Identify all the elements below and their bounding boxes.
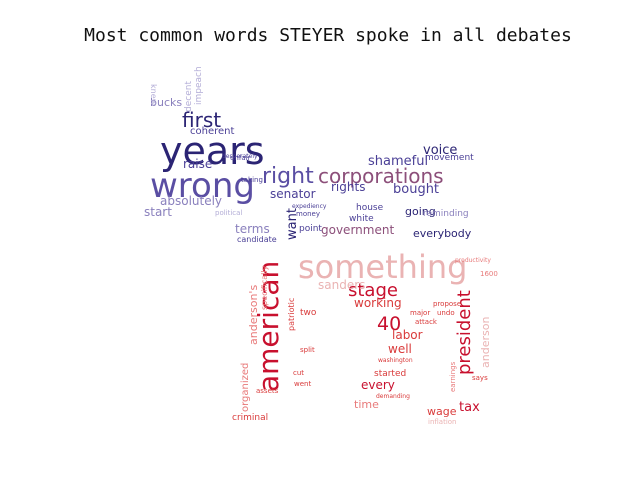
word-sanders: sanders	[318, 278, 365, 292]
word-wrong: wrong	[150, 166, 255, 206]
word-corporations: corporations	[318, 164, 444, 188]
word-political: political	[215, 209, 242, 217]
word-american: american	[252, 261, 285, 392]
word-major: major	[410, 309, 430, 317]
word-labor: labor	[392, 328, 423, 342]
word-stage: stage	[348, 280, 398, 301]
word-first: first	[182, 108, 221, 132]
word-raise: raise	[183, 157, 212, 171]
word-money: money	[296, 210, 320, 218]
word-years: years	[160, 129, 265, 173]
word-unfair: unfair	[230, 154, 251, 162]
word-expediency: expediency	[292, 203, 327, 210]
word-right: right	[262, 164, 314, 189]
word-says: says	[472, 374, 488, 382]
word-specifically: specifically	[260, 265, 269, 310]
word-two: two	[300, 308, 317, 318]
word-split: split	[300, 346, 315, 354]
word-government: government	[321, 223, 394, 237]
word-impeach: impeach	[194, 66, 204, 105]
word-productivity: productivity	[455, 257, 491, 264]
word-shameful: shameful	[368, 154, 428, 169]
word-rights: rights	[331, 180, 365, 194]
word-washington: washington	[378, 357, 413, 364]
word-everybody: everybody	[413, 227, 472, 240]
word-patriotic: patriotic	[287, 298, 296, 331]
word-senator: senator	[270, 187, 316, 201]
word-start: start	[144, 205, 172, 219]
word-bought: bought	[393, 182, 439, 197]
word-inflation: inflation	[428, 418, 457, 426]
upper-region: years wrong first right corporations sha…	[144, 66, 474, 244]
word-propose: propose	[433, 300, 461, 308]
word-organized: organized	[240, 363, 251, 412]
word-1600: 1600	[480, 270, 498, 278]
word-assets: assets	[256, 387, 279, 395]
word-something: something	[298, 248, 467, 286]
lower-region: something american stage president 40 sa…	[232, 248, 498, 426]
word-40: 40	[377, 313, 401, 335]
word-started: started	[374, 369, 406, 379]
word-movement: movement	[425, 153, 474, 163]
word-taking: taking	[241, 176, 263, 184]
word-working: working	[354, 296, 402, 310]
word-wage: wage	[427, 405, 457, 418]
word-cut: cut	[293, 369, 304, 377]
word-andersons: anderson's	[247, 285, 260, 345]
word-point: point	[299, 224, 322, 234]
word-anderson: anderson	[479, 317, 492, 368]
word-every: every	[361, 378, 395, 392]
word-criminal: criminal	[232, 413, 268, 423]
word-white: white	[349, 214, 374, 224]
word-want: want	[285, 208, 300, 240]
word-coherent: coherent	[190, 126, 234, 137]
word-going: going	[405, 205, 436, 218]
word-knew: knew	[149, 84, 158, 106]
word-decent: decent	[184, 81, 194, 112]
word-earnings: earnings	[449, 361, 457, 392]
word-candidate: candidate	[237, 235, 277, 244]
word-voice: voice	[423, 143, 457, 158]
word-well: well	[388, 342, 412, 356]
word-undo: undo	[437, 309, 455, 317]
word-demanding: demanding	[376, 393, 410, 400]
word-terms: terms	[235, 222, 270, 236]
word-house: house	[356, 203, 384, 213]
word-absolutely: absolutely	[160, 194, 222, 208]
word-bucks: bucks	[150, 96, 182, 109]
word-reminding: reminding	[423, 209, 469, 219]
word-president: president	[454, 290, 475, 375]
word-attack: attack	[415, 318, 438, 326]
word-time: time	[354, 398, 379, 411]
word-desperately: desperately	[222, 153, 258, 160]
word-went: went	[294, 380, 311, 388]
word-tax: tax	[459, 400, 480, 415]
chart-title: Most common words STEYER spoke in all de…	[84, 25, 572, 46]
